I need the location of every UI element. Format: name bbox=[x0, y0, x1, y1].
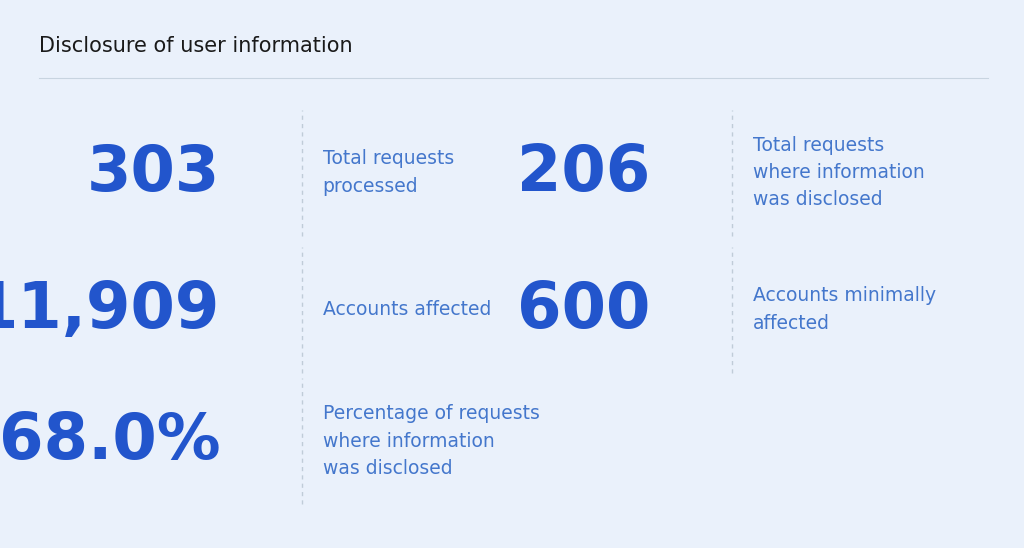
Text: Disclosure of user information: Disclosure of user information bbox=[39, 36, 352, 55]
Text: Total requests
processed: Total requests processed bbox=[323, 150, 454, 196]
Text: 11,909: 11,909 bbox=[0, 278, 220, 341]
Text: 600: 600 bbox=[517, 278, 650, 341]
Text: Total requests
where information
was disclosed: Total requests where information was dis… bbox=[753, 136, 925, 209]
Text: Accounts minimally
affected: Accounts minimally affected bbox=[753, 287, 936, 333]
Text: Accounts affected: Accounts affected bbox=[323, 300, 490, 319]
Text: Percentage of requests
where information
was disclosed: Percentage of requests where information… bbox=[323, 404, 540, 478]
Text: 303: 303 bbox=[87, 141, 220, 204]
Text: 206: 206 bbox=[517, 141, 650, 204]
Text: 68.0%: 68.0% bbox=[0, 410, 220, 472]
